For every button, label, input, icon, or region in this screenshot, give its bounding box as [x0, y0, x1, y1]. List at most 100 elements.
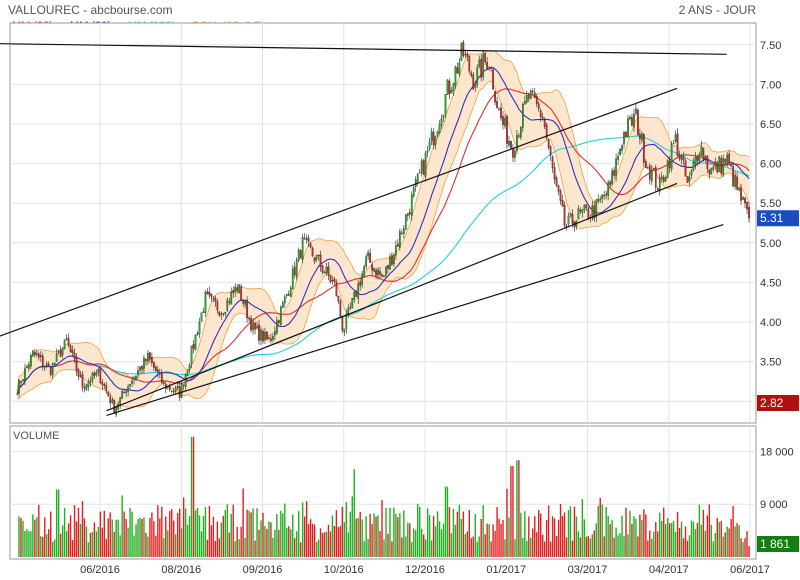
volume-bar — [383, 539, 385, 557]
volume-bar — [536, 532, 538, 557]
volume-bar — [121, 495, 123, 557]
volume-bar — [305, 501, 308, 557]
candle — [121, 389, 123, 400]
candle — [686, 176, 689, 183]
volume-bar — [601, 504, 603, 557]
volume-bar — [389, 507, 391, 557]
volume-bar — [55, 489, 58, 557]
volume-bar — [301, 502, 304, 557]
candle — [625, 131, 627, 138]
candle — [547, 138, 550, 150]
volume-bar — [284, 503, 286, 557]
volume-bar — [85, 526, 88, 557]
candle — [680, 153, 683, 165]
volume-bar — [397, 517, 399, 557]
volume-bar — [157, 505, 159, 557]
x-tick-label: 09/2016 — [243, 564, 283, 576]
volume-last-value: 1 861 — [760, 537, 790, 551]
volume-bar — [303, 516, 306, 557]
volume-bar — [75, 521, 78, 557]
candle — [198, 317, 201, 339]
volume-bar — [674, 532, 677, 557]
candle — [345, 309, 348, 334]
candle — [551, 155, 554, 173]
candle — [496, 96, 498, 109]
volume-bar — [434, 526, 437, 557]
candle — [555, 175, 558, 188]
volume-bar — [724, 532, 726, 557]
candle — [393, 252, 395, 267]
volume-bar — [335, 510, 338, 557]
candle — [633, 108, 635, 132]
volume-bar — [448, 507, 451, 557]
volume-bar — [599, 497, 601, 557]
volume-bar — [559, 504, 562, 557]
candle — [55, 348, 58, 362]
volume-bar — [190, 436, 193, 557]
candle — [714, 157, 717, 170]
price-min-value: 2.82 — [760, 396, 784, 410]
volume-bar — [468, 509, 470, 557]
candle — [402, 225, 405, 239]
volume-bar — [230, 513, 232, 557]
volume-bar — [111, 519, 113, 557]
candle — [442, 114, 445, 123]
volume-bar — [240, 526, 242, 557]
candle — [474, 80, 477, 92]
candle — [139, 365, 141, 374]
volume-bar — [274, 529, 276, 557]
candle — [722, 154, 725, 177]
candle — [317, 254, 320, 261]
volume-bar — [722, 536, 724, 557]
price-tick-label: 7.00 — [760, 79, 781, 91]
volume-bar — [248, 510, 250, 557]
volume-bar — [649, 530, 651, 557]
candle — [331, 276, 334, 285]
candle — [47, 361, 50, 367]
volume-bar — [87, 542, 90, 557]
volume-bar — [696, 522, 699, 557]
candle — [361, 270, 364, 289]
volume-bar — [581, 499, 584, 557]
volume-bar — [174, 534, 177, 557]
candle — [278, 319, 280, 326]
candle — [363, 264, 366, 279]
candle — [422, 158, 425, 176]
candle — [289, 285, 292, 298]
candle — [228, 298, 231, 306]
volume-last-badge: 1 861 — [757, 536, 799, 552]
candle — [170, 390, 173, 394]
candle — [192, 340, 195, 354]
candle — [125, 388, 127, 397]
x-tick-label: 10/2016 — [324, 564, 364, 576]
candle — [391, 251, 393, 266]
volume-bar — [490, 541, 492, 557]
candle — [32, 350, 34, 357]
volume-bar — [127, 527, 129, 557]
candle — [63, 339, 66, 350]
volume-bar — [260, 520, 262, 557]
x-tick-label: 04/2017 — [649, 564, 689, 576]
volume-bar — [188, 515, 191, 557]
price-tick-label: 7.50 — [760, 40, 781, 52]
volume-bar — [83, 518, 86, 557]
volume-bar — [611, 520, 613, 557]
volume-bar — [91, 531, 94, 557]
volume-bar — [452, 508, 455, 557]
volume-bar — [95, 531, 98, 557]
volume-bar — [115, 519, 117, 557]
volume-bar — [482, 505, 484, 557]
volume-bar — [30, 531, 32, 557]
volume-bar — [129, 507, 131, 557]
volume-bar — [282, 513, 284, 557]
volume-bar — [307, 524, 310, 557]
volume-bar — [341, 506, 344, 557]
candle — [234, 283, 237, 297]
volume-bar — [543, 541, 546, 557]
candle — [670, 141, 673, 173]
volume-bar — [748, 546, 750, 557]
volume-bar — [415, 530, 417, 557]
volume-bar — [492, 524, 494, 557]
candle — [696, 155, 699, 166]
candle — [174, 385, 177, 395]
